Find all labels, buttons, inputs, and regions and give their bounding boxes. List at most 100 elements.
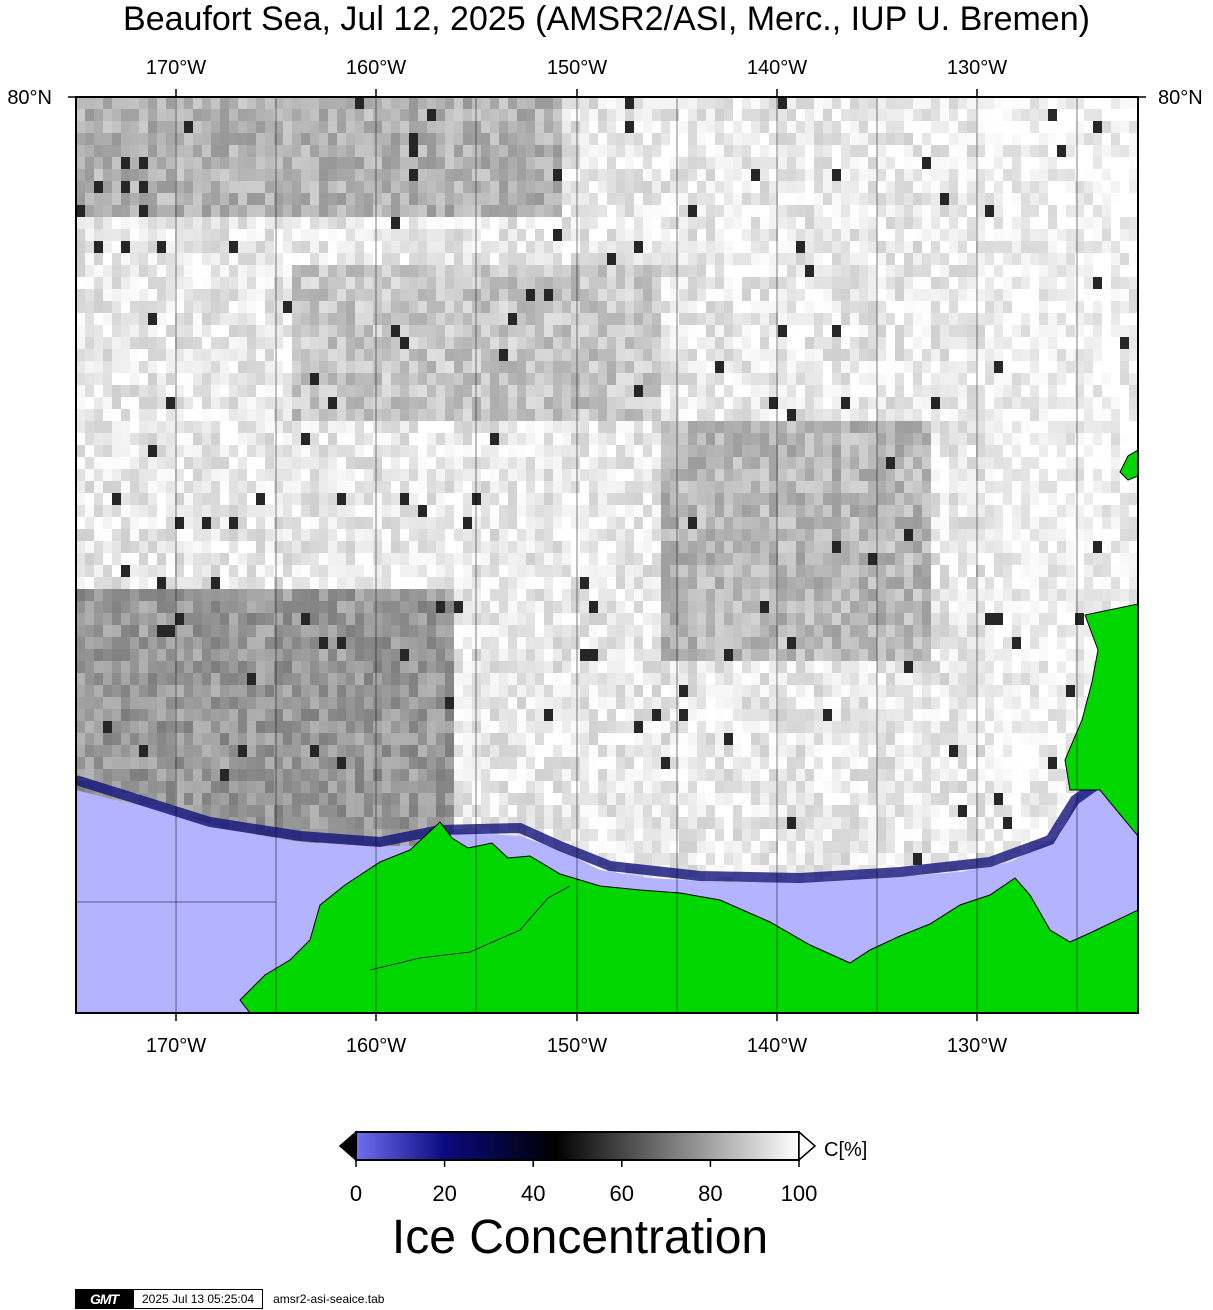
ice-cell — [85, 349, 94, 361]
ice-cell — [454, 217, 463, 229]
ice-cell — [463, 505, 472, 517]
ice-cell — [562, 445, 571, 457]
ice-cell — [130, 385, 139, 397]
ice-cell — [247, 133, 256, 145]
ice-cell — [958, 409, 967, 421]
ice-cell — [319, 409, 328, 421]
ice-cell — [715, 169, 724, 181]
ice-cell — [769, 457, 778, 469]
ice-cell — [373, 109, 382, 121]
ice-cell — [544, 241, 553, 253]
ice-cell — [598, 493, 607, 505]
ice-cell — [670, 229, 679, 241]
ice-cell — [238, 109, 247, 121]
ice-cell — [490, 181, 499, 193]
ice-cell — [661, 505, 670, 517]
ice-cell — [76, 505, 85, 517]
ice-cell — [193, 469, 202, 481]
ice-cell — [1030, 145, 1039, 157]
ice-cell — [697, 181, 706, 193]
ice-cell — [949, 205, 958, 217]
ice-cell — [958, 565, 967, 577]
ice-cell — [868, 409, 877, 421]
ice-cell — [868, 241, 877, 253]
ice-cell — [697, 457, 706, 469]
ice-cell — [949, 181, 958, 193]
ice-cell — [1066, 121, 1075, 133]
ice-cell — [274, 253, 283, 265]
ice-cell — [184, 121, 193, 133]
ice-cell — [643, 157, 652, 169]
ice-cell — [1129, 421, 1138, 433]
ice-cell — [535, 253, 544, 265]
ice-cell — [778, 289, 787, 301]
ice-cell — [778, 109, 787, 121]
ice-cell — [355, 469, 364, 481]
ice-cell — [1093, 553, 1102, 565]
ice-cell — [274, 445, 283, 457]
ice-cell — [634, 517, 643, 529]
ice-cell — [787, 169, 796, 181]
ice-cell — [220, 493, 229, 505]
ice-cell — [616, 277, 625, 289]
ice-cell — [337, 109, 346, 121]
ice-cell — [661, 529, 670, 541]
ice-cell — [508, 433, 517, 445]
ice-cell — [265, 169, 274, 181]
ice-cell — [922, 277, 931, 289]
ice-cell — [130, 229, 139, 241]
ice-cell — [472, 145, 481, 157]
ice-cell — [832, 385, 841, 397]
ice-cell — [1030, 169, 1039, 181]
ice-cell — [544, 529, 553, 541]
ice-cell — [1057, 421, 1066, 433]
ice-cell — [553, 541, 562, 553]
ice-cell — [265, 469, 274, 481]
ice-cell — [355, 145, 364, 157]
ice-cell — [913, 97, 922, 109]
ice-cell — [274, 517, 283, 529]
ice-cell — [103, 541, 112, 553]
ice-cell — [139, 409, 148, 421]
ice-cell — [634, 457, 643, 469]
ice-cell — [112, 505, 121, 517]
ice-cell — [697, 109, 706, 121]
ice-cell — [229, 457, 238, 469]
ice-cell — [751, 361, 760, 373]
ice-cell — [1048, 517, 1057, 529]
ice-cell — [814, 109, 823, 121]
ice-cell — [184, 505, 193, 517]
ice-cell — [85, 325, 94, 337]
ice-cell — [823, 169, 832, 181]
ice-cell — [337, 205, 346, 217]
ice-cell — [409, 109, 418, 121]
ice-cell — [751, 445, 760, 457]
ice-cell — [472, 373, 481, 385]
ice-cell — [445, 373, 454, 385]
ice-cell — [823, 445, 832, 457]
ice-cell — [148, 565, 157, 577]
ice-cell — [526, 289, 535, 301]
ice-cell — [121, 433, 130, 445]
ice-cell — [256, 505, 265, 517]
ice-cell — [355, 541, 364, 553]
ice-cell — [364, 349, 373, 361]
ice-cell — [85, 121, 94, 133]
ice-cell — [985, 205, 994, 217]
ice-cell — [994, 325, 1003, 337]
ice-cell — [373, 193, 382, 205]
ice-cell — [787, 529, 796, 541]
ice-cell — [1003, 217, 1012, 229]
ice-cell — [1057, 397, 1066, 409]
ice-cell — [544, 97, 553, 109]
ice-cell — [940, 241, 949, 253]
ice-cell — [1075, 565, 1084, 577]
ice-cell — [940, 469, 949, 481]
ice-cell — [913, 421, 922, 433]
ice-cell — [850, 469, 859, 481]
ice-cell — [193, 265, 202, 277]
ice-cell — [481, 121, 490, 133]
ice-cell — [679, 517, 688, 529]
ice-cell — [1003, 517, 1012, 529]
ice-cell — [778, 469, 787, 481]
